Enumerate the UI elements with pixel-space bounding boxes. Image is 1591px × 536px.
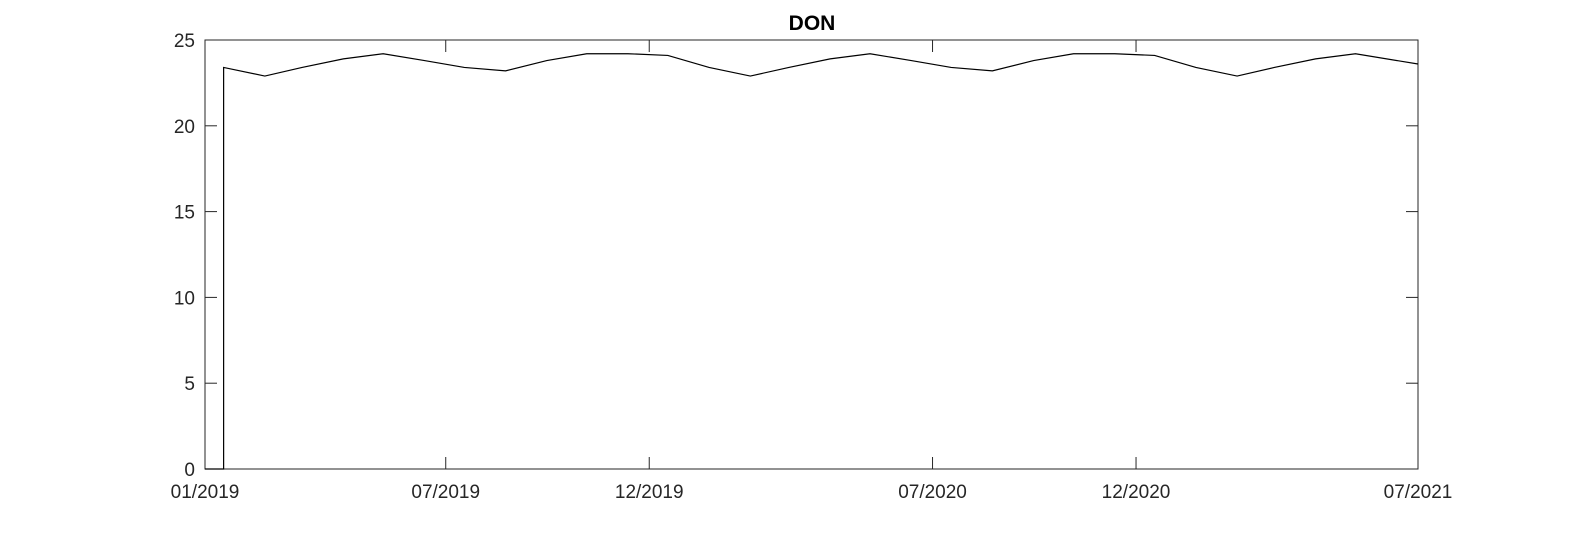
x-tick-label: 07/2021: [1384, 482, 1453, 503]
x-tick-label: 12/2019: [615, 482, 684, 503]
y-tick-label: 15: [174, 203, 195, 224]
series-line: [205, 53, 1419, 470]
plot-area: [204, 39, 1419, 470]
y-tick-label: 25: [174, 31, 195, 52]
chart-title: DON: [789, 12, 836, 35]
y-tick-label: 20: [174, 117, 195, 138]
x-tick-label: 07/2019: [411, 482, 480, 503]
x-tick-label: 12/2020: [1102, 482, 1171, 503]
y-tick-label: 0: [184, 460, 195, 481]
y-tick-label: 5: [184, 374, 195, 395]
y-tick-label: 10: [174, 288, 195, 309]
x-tick-label: 07/2020: [898, 482, 967, 503]
x-tick-label: 01/2019: [171, 482, 240, 503]
series-layer: [205, 53, 1419, 470]
